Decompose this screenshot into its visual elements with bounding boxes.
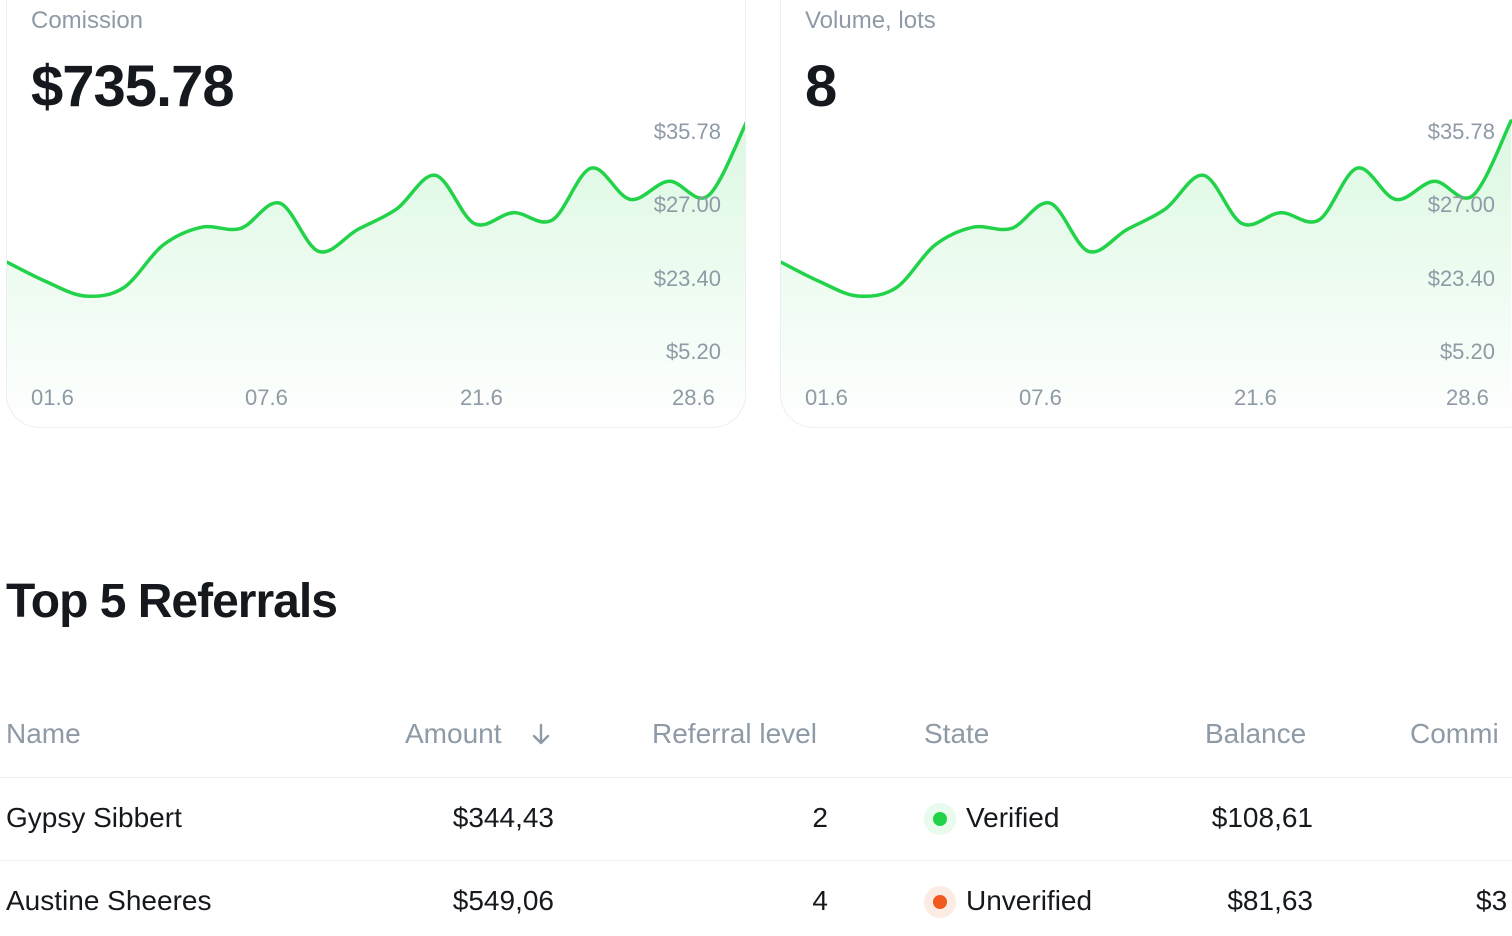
x-tick-label: 28.6 <box>1446 385 1489 410</box>
x-tick-label: 21.6 <box>460 385 503 410</box>
y-tick-label: $35.78 <box>653 119 721 144</box>
x-tick-label: 01.6 <box>805 385 848 410</box>
column-header-name[interactable]: Name <box>6 718 81 749</box>
x-tick-label: 07.6 <box>245 385 288 410</box>
column-header-amount[interactable]: Amount <box>405 718 502 749</box>
x-tick-label: 07.6 <box>1019 385 1062 410</box>
x-tick-label: 21.6 <box>1234 385 1277 410</box>
commission-card: Comission $735.78 $35.78 $27.00 $23.40 $… <box>6 0 746 428</box>
arrow-down-icon[interactable] <box>530 722 552 748</box>
column-header-state[interactable]: State <box>924 718 990 749</box>
y-tick-label: $23.40 <box>653 266 721 291</box>
volume-chart-line <box>781 119 1512 299</box>
y-tick-label: $5.20 <box>665 339 721 364</box>
referral-commission: $3 <box>1476 885 1508 916</box>
x-tick-label: 01.6 <box>31 385 74 410</box>
column-header-balance[interactable]: Balance <box>1205 718 1307 749</box>
commission-value: $735.78 <box>31 54 235 119</box>
commission-chart-area <box>7 125 745 427</box>
referral-name: Austine Sheeres <box>6 885 212 916</box>
referral-level: 4 <box>812 885 828 916</box>
volume-value: 8 <box>805 54 837 119</box>
referral-amount: $549,06 <box>452 885 554 916</box>
y-tick-label: $27.00 <box>653 192 721 217</box>
status-dot-icon <box>924 886 956 918</box>
volume-chart-area <box>781 121 1511 427</box>
referral-balance: $81,63 <box>1227 885 1313 916</box>
y-tick-label: $23.40 <box>1427 266 1495 291</box>
referral-state: Unverified <box>966 885 1093 916</box>
y-tick-label: $35.78 <box>1427 119 1495 144</box>
volume-card: Volume, lots 8 $35.78 $27.00 $23.40 $5.2… <box>780 0 1512 428</box>
referral-state: Verified <box>966 802 1060 833</box>
status-dot-icon <box>924 803 956 835</box>
referral-amount: $344,43 <box>452 802 554 833</box>
commission-label: Comission <box>31 7 144 34</box>
column-header-referral-level[interactable]: Referral level <box>652 718 817 749</box>
y-tick-label: $5.20 <box>1439 339 1495 364</box>
row-divider <box>0 860 1512 861</box>
column-header-commission[interactable]: Commi <box>1410 718 1499 749</box>
x-tick-label: 28.6 <box>672 385 715 410</box>
referral-level: 2 <box>812 802 828 833</box>
referral-name: Gypsy Sibbert <box>6 802 182 833</box>
y-tick-label: $27.00 <box>1427 192 1495 217</box>
section-title: Top 5 Referrals <box>6 575 338 628</box>
volume-chart <box>781 119 1512 427</box>
referral-balance: $108,61 <box>1211 802 1313 833</box>
volume-label: Volume, lots <box>805 7 936 34</box>
commission-chart-line <box>7 121 745 299</box>
row-divider <box>0 777 1512 778</box>
commission-chart <box>7 121 745 427</box>
